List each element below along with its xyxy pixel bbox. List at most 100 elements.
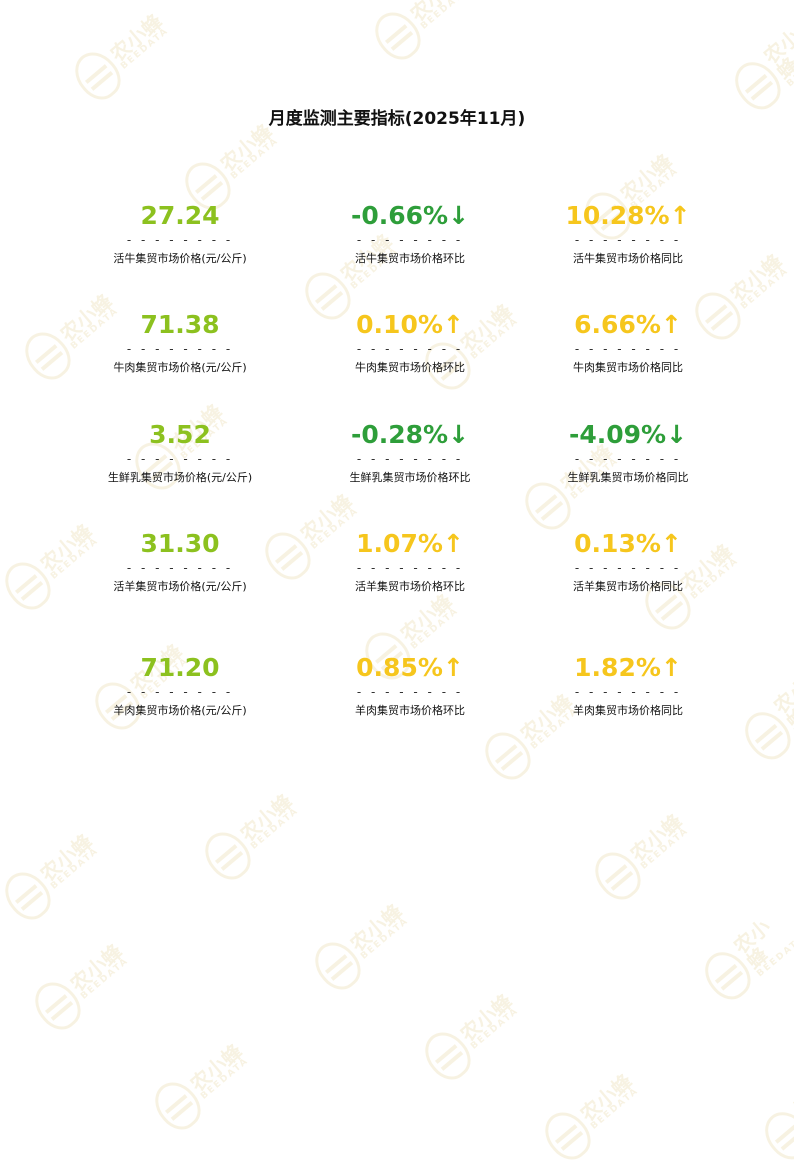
indicator-card: 71.38 - - - - - - - - 牛肉集贸市场价格(元/公斤) <box>70 309 290 375</box>
watermark-en: BEEDATA <box>638 825 691 872</box>
watermark-en: BEEDATA <box>408 605 461 652</box>
watermark-cn: 农小蜂 <box>235 788 297 846</box>
indicator-card: 0.13%↑ - - - - - - - - 活羊集贸市场价格同比 <box>518 528 738 594</box>
watermark-cn: 农小蜂 <box>455 988 517 1046</box>
watermark-en: BEEDATA <box>784 43 794 89</box>
dashed-divider: - - - - - - - - <box>574 233 682 247</box>
indicator-label: 活牛集贸市场价格同比 <box>573 252 683 265</box>
indicator-label: 活羊集贸市场价格环比 <box>355 580 465 593</box>
watermark-cn: 农小蜂 <box>405 0 466 26</box>
page-title: 月度监测主要指标(2025年11月) <box>268 109 526 129</box>
indicator-label: 牛肉集贸市场价格同比 <box>573 361 683 374</box>
watermark-en: BEEDATA <box>118 25 171 72</box>
indicator-label: 牛肉集贸市场价格环比 <box>355 361 465 374</box>
indicator-label: 羊肉集贸市场价格同比 <box>573 704 683 717</box>
indicator-card: 1.07%↑ - - - - - - - - 活羊集贸市场价格环比 <box>300 528 520 594</box>
indicator-card: 3.52 - - - - - - - - 生鲜乳集贸市场价格(元/公斤) <box>70 419 290 485</box>
indicator-card: -4.09%↓ - - - - - - - - 生鲜乳集贸市场价格同比 <box>518 419 738 485</box>
bee-logo-icon <box>306 933 369 998</box>
watermark-cn: 农小蜂 <box>105 8 167 66</box>
indicator-label: 活羊集贸市场价格(元/公斤) <box>113 580 247 593</box>
bee-logo-icon <box>26 973 89 1038</box>
indicator-card: -0.28%↓ - - - - - - - - 生鲜乳集贸市场价格环比 <box>300 419 520 485</box>
indicator-card: 27.24 - - - - - - - - 活牛集贸市场价格(元/公斤) <box>70 200 290 266</box>
bee-logo-icon <box>476 723 539 788</box>
watermark-en: BEEDATA <box>754 933 794 979</box>
dashed-divider: - - - - - - - - <box>356 233 464 247</box>
indicator-value: 0.10%↑ <box>356 310 464 339</box>
dashed-divider: - - - - - - - - <box>356 452 464 466</box>
indicator-label: 生鲜乳集贸市场价格(元/公斤) <box>107 471 253 484</box>
indicator-value: 1.82%↑ <box>574 653 682 682</box>
watermark-cn: 农小蜂 <box>395 588 457 646</box>
bee-logo-icon <box>536 1103 599 1168</box>
bee-logo-icon <box>756 1103 794 1168</box>
indicator-card: 31.30 - - - - - - - - 活羊集贸市场价格(元/公斤) <box>70 528 290 594</box>
watermark-en: BEEDATA <box>248 805 301 852</box>
indicator-value: 31.30 <box>140 529 220 558</box>
indicator-card: 6.66%↑ - - - - - - - - 牛肉集贸市场价格同比 <box>518 309 738 375</box>
indicator-value: 6.66%↑ <box>574 310 682 339</box>
indicator-card: -0.66%↓ - - - - - - - - 活牛集贸市场价格环比 <box>300 200 520 266</box>
bee-logo-icon <box>696 943 759 1008</box>
dashed-divider: - - - - - - - - <box>574 685 682 699</box>
bee-logo-icon <box>196 823 259 888</box>
dashed-divider: - - - - - - - - <box>574 452 682 466</box>
indicator-label: 生鲜乳集贸市场价格环比 <box>349 471 471 484</box>
watermark-en: BEEDATA <box>738 265 791 312</box>
bee-logo-icon <box>586 843 649 908</box>
watermark-cn: 农小蜂 <box>35 828 97 886</box>
indicator-card: 0.10%↑ - - - - - - - - 牛肉集贸市场价格环比 <box>300 309 520 375</box>
bee-logo-icon <box>0 863 59 928</box>
watermark-en: BEEDATA <box>78 955 131 1002</box>
watermark-en: BEEDATA <box>358 915 411 962</box>
indicator-value: 10.28%↑ <box>565 201 691 230</box>
watermark-cn: 农小蜂 <box>65 938 127 996</box>
indicator-card: 71.20 - - - - - - - - 羊肉集贸市场价格(元/公斤) <box>70 652 290 718</box>
indicator-label: 牛肉集贸市场价格(元/公斤) <box>113 361 247 374</box>
watermark-cn: 农小蜂 <box>788 1074 794 1119</box>
dashed-divider: - - - - - - - - <box>356 342 464 356</box>
watermark-cn: 农小蜂 <box>758 24 794 84</box>
dashed-divider: - - - - - - - - <box>574 342 682 356</box>
watermark-cn: 农小蜂 <box>185 1038 247 1096</box>
dashed-divider: - - - - - - - - <box>356 685 464 699</box>
indicator-card: 10.28%↑ - - - - - - - - 活牛集贸市场价格同比 <box>518 200 738 266</box>
indicator-value: 71.20 <box>140 653 220 682</box>
bee-logo-icon <box>736 703 794 768</box>
watermark-en: BEEDATA <box>588 1085 641 1132</box>
dashed-divider: - - - - - - - - <box>126 342 234 356</box>
dashed-divider: - - - - - - - - <box>574 561 682 575</box>
indicator-value: 0.13%↑ <box>574 529 682 558</box>
indicator-value: 0.85%↑ <box>356 653 464 682</box>
bee-logo-icon <box>416 1023 479 1088</box>
dashed-divider: - - - - - - - - <box>126 233 234 247</box>
watermark-en: BEEDATA <box>198 1055 251 1102</box>
watermark-en: BEEDATA <box>468 1005 521 1052</box>
indicator-card: 1.82%↑ - - - - - - - - 羊肉集贸市场价格同比 <box>518 652 738 718</box>
indicator-label: 活羊集贸市场价格同比 <box>573 580 683 593</box>
indicator-value: 71.38 <box>140 310 220 339</box>
indicator-value: -0.66%↓ <box>350 201 470 230</box>
indicator-label: 羊肉集贸市场价格(元/公斤) <box>113 704 247 717</box>
bee-logo-icon <box>66 43 129 108</box>
indicator-value: -0.28%↓ <box>350 420 470 449</box>
dashed-divider: - - - - - - - - <box>126 685 234 699</box>
indicator-card: 0.85%↑ - - - - - - - - 羊肉集贸市场价格环比 <box>300 652 520 718</box>
watermark-cn: 农小蜂 <box>345 898 407 956</box>
dashed-divider: - - - - - - - - <box>356 561 464 575</box>
indicator-label: 活牛集贸市场价格(元/公斤) <box>113 252 247 265</box>
